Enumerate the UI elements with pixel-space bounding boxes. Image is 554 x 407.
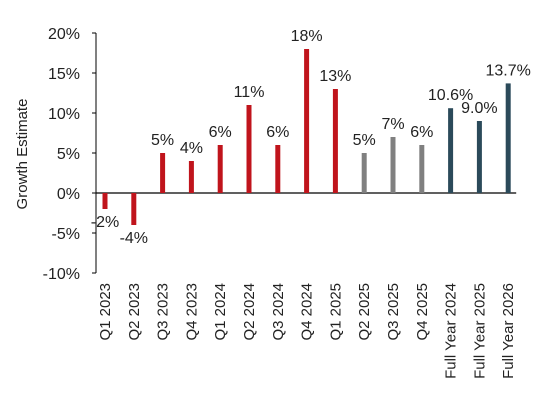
category-label: Q4 2023 (183, 283, 200, 341)
category-label: Q1 2025 (327, 283, 344, 341)
bar (419, 145, 425, 193)
data-label: 5% (151, 132, 174, 149)
bar (246, 105, 252, 193)
category-label: Q4 2024 (299, 283, 316, 341)
data-label: 13.7% (486, 62, 531, 79)
category-label: Q3 2023 (155, 283, 172, 341)
category-label: Q1 2024 (212, 283, 229, 341)
bar (131, 193, 137, 225)
data-labels: -2%-4% 5% 4% 6% 11% 6% 18% 13% 5% 7% 6% 10.6%9.0% 13… (91, 28, 531, 247)
category-label: Full Year 2025 (471, 283, 488, 379)
bar (217, 145, 223, 193)
data-label: 7% (381, 116, 404, 133)
data-label: 6% (209, 124, 232, 141)
data-label: 11% (234, 84, 265, 101)
data-label: 5% (353, 132, 376, 149)
category-label: Q3 2025 (385, 283, 402, 341)
y-tick-label: -10% (43, 266, 80, 283)
category-label: Q3 2024 (270, 283, 287, 341)
y-axis-title: Growth Estimate (14, 99, 31, 210)
bar (102, 193, 108, 209)
y-tick-label: 5% (57, 146, 80, 163)
category-label: Full Year 2024 (443, 283, 460, 379)
category-label: Q2 2024 (241, 283, 258, 341)
bar (188, 161, 194, 193)
data-label: 6% (266, 124, 289, 141)
y-tick-label: -5% (52, 226, 80, 243)
data-label: 6% (410, 124, 433, 141)
bar (476, 121, 482, 193)
bar (390, 137, 396, 193)
bar (304, 49, 310, 193)
data-label: -4% (120, 230, 148, 247)
x-axis-category-labels: Q1 2023 Q2 2023 Q3 2023 Q4 2023 Q1 2024 Q2 20… (97, 283, 517, 379)
y-tick-label: 15% (48, 66, 80, 83)
category-label: Full Year 2026 (500, 283, 517, 379)
bar (448, 108, 454, 193)
bar (160, 153, 166, 193)
category-label: Q2 2025 (356, 283, 373, 341)
bar (332, 89, 338, 193)
category-label: Q2 2023 (126, 283, 143, 341)
y-tick-label: 20% (48, 26, 80, 43)
data-label: -2% (91, 214, 119, 231)
bar (361, 153, 367, 193)
data-label: 13% (319, 68, 351, 85)
data-label: 4% (180, 140, 203, 157)
bars (102, 49, 511, 225)
bar (505, 83, 511, 193)
data-label: 10.6% (428, 87, 473, 104)
category-label: Q1 2023 (97, 283, 114, 341)
category-label: Q4 2025 (414, 283, 431, 341)
data-label: 9.0% (461, 100, 497, 117)
data-label: 18% (291, 28, 323, 45)
bar (275, 145, 281, 193)
y-tick-label: 10% (48, 106, 80, 123)
y-tick-label: 0% (57, 186, 80, 203)
